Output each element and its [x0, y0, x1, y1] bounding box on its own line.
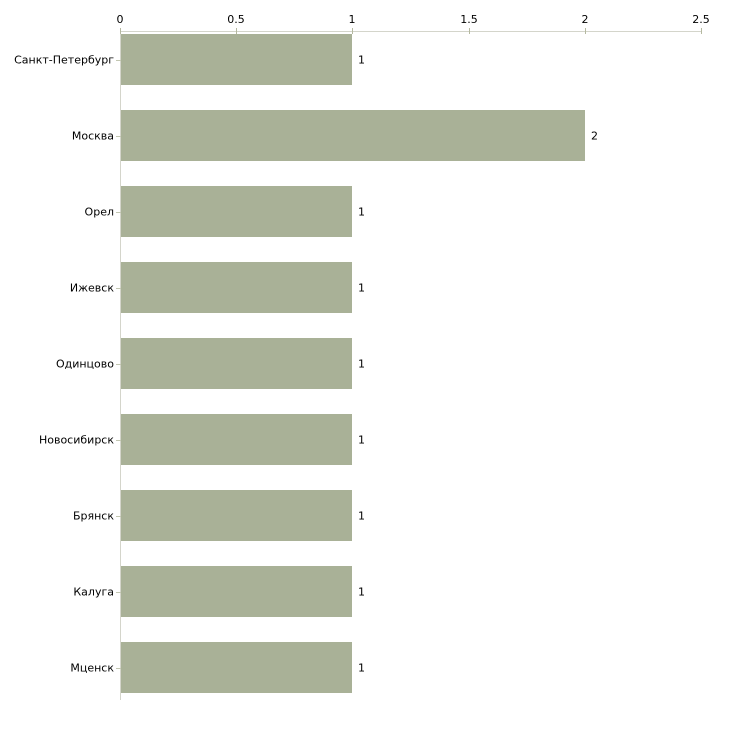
x-tick-label: 1	[348, 13, 356, 26]
bar	[121, 262, 352, 313]
category-label: Брянск	[72, 509, 114, 522]
y-tick-mark	[116, 288, 121, 289]
bar	[121, 566, 352, 617]
x-tick-label: 2	[581, 13, 589, 26]
x-tick-label: 2.5	[692, 13, 710, 26]
y-tick-mark	[116, 136, 121, 137]
bar-value-label: 1	[358, 205, 365, 218]
y-tick-mark	[116, 516, 121, 517]
category-label: Ижевск	[69, 281, 114, 294]
category-label: Москва	[71, 129, 114, 142]
y-tick-mark	[116, 440, 121, 441]
x-tick-mark	[236, 28, 237, 34]
bar	[121, 490, 352, 541]
bar-value-label: 2	[591, 129, 598, 142]
category-label: Мценск	[70, 661, 114, 674]
bar-value-label: 1	[358, 509, 365, 522]
bar-value-label: 1	[358, 357, 365, 370]
bar	[121, 110, 585, 161]
bar-value-label: 1	[358, 53, 365, 66]
x-tick-mark	[469, 28, 470, 34]
x-axis-line	[120, 31, 702, 32]
bar-value-label: 1	[358, 281, 365, 294]
category-label: Одинцово	[55, 357, 114, 370]
category-label: Новосибирск	[38, 433, 114, 446]
bar	[121, 338, 352, 389]
y-tick-mark	[116, 364, 121, 365]
y-tick-mark	[116, 60, 121, 61]
bar	[121, 186, 352, 237]
y-tick-mark	[116, 668, 121, 669]
x-tick-label: 1.5	[460, 13, 478, 26]
bar	[121, 642, 352, 693]
x-tick-mark	[585, 28, 586, 34]
y-tick-mark	[116, 592, 121, 593]
bar-value-label: 1	[358, 433, 365, 446]
x-tick-label: 0.5	[227, 13, 245, 26]
x-tick-mark	[352, 28, 353, 34]
category-label: Калуга	[73, 585, 114, 598]
bar	[121, 34, 352, 85]
x-tick-mark	[701, 28, 702, 34]
y-tick-mark	[116, 212, 121, 213]
category-label: Орел	[84, 205, 114, 218]
bar-value-label: 1	[358, 661, 365, 674]
y-axis-line	[120, 31, 121, 700]
bar	[121, 414, 352, 465]
category-label: Санкт-Петербург	[14, 53, 114, 66]
x-tick-label: 0	[116, 13, 124, 26]
x-tick-mark	[120, 28, 121, 34]
bar-value-label: 1	[358, 585, 365, 598]
